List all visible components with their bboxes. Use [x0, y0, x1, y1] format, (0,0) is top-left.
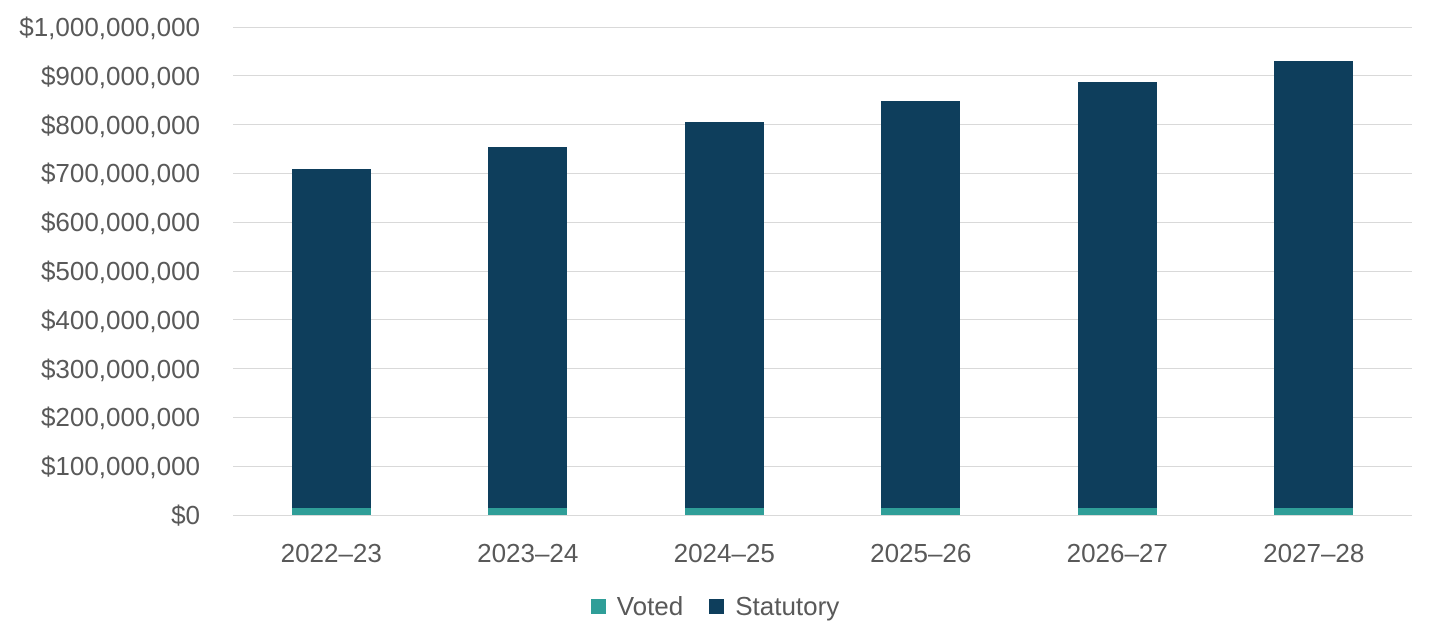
y-tick-label: $800,000,000 [40, 109, 200, 140]
bar-segment-voted [488, 507, 568, 515]
gridline [233, 270, 1412, 272]
legend-item-voted: Voted [590, 590, 684, 622]
x-tick-label: 2026–27 [1066, 538, 1168, 568]
bar-segment-voted [684, 507, 764, 515]
x-tick-label: 2025–26 [870, 538, 972, 568]
x-tick-label: 2023–24 [477, 538, 579, 568]
bar-segment-voted [881, 507, 961, 515]
legend-item-statutory: Statutory [709, 591, 839, 622]
voted-swatch-icon [590, 598, 606, 614]
bar-segment-voted [1274, 507, 1354, 515]
gridline [233, 465, 1412, 467]
gridline [233, 75, 1412, 77]
bar-segment-statutory [1077, 82, 1157, 508]
y-tick-label: $500,000,000 [40, 256, 200, 286]
legend-label-statutory: Statutory [735, 590, 840, 621]
y-tick-label: $100,000,000 [40, 451, 200, 482]
gridline [233, 416, 1412, 418]
y-tick-label: $0 [171, 500, 200, 530]
legend-label-voted: Voted [616, 590, 684, 621]
x-tick-label: 2027–28 [1263, 538, 1365, 568]
bar-segment-statutory [291, 168, 371, 508]
bar-segment-statutory [684, 122, 764, 508]
bar-segment-voted [291, 507, 371, 515]
gridline [233, 319, 1412, 321]
bar-segment-statutory [1274, 61, 1354, 508]
y-tick-label: $600,000,000 [40, 207, 200, 238]
gridline [233, 26, 1412, 28]
y-tick-label: $400,000,000 [40, 304, 200, 335]
statutory-swatch-icon [709, 598, 725, 614]
x-tick-label: 2024–25 [673, 538, 775, 568]
y-tick-label: $200,000,000 [40, 402, 200, 433]
bar-segment-statutory [488, 147, 568, 508]
gridline [233, 368, 1412, 370]
bar-segment-voted [1077, 507, 1157, 515]
x-tick-label: 2022–23 [280, 538, 382, 568]
gridline [233, 172, 1412, 174]
gridline [233, 124, 1412, 126]
y-tick-label: $900,000,000 [40, 60, 200, 91]
y-tick-label: $300,000,000 [40, 353, 200, 384]
bar-segment-statutory [881, 101, 961, 508]
legend: Voted Statutory [0, 590, 1430, 622]
gridline [233, 221, 1412, 223]
y-tick-label: $1,000,000,000 [19, 12, 200, 42]
y-tick-label: $700,000,000 [40, 158, 200, 189]
gridline [233, 514, 1412, 516]
